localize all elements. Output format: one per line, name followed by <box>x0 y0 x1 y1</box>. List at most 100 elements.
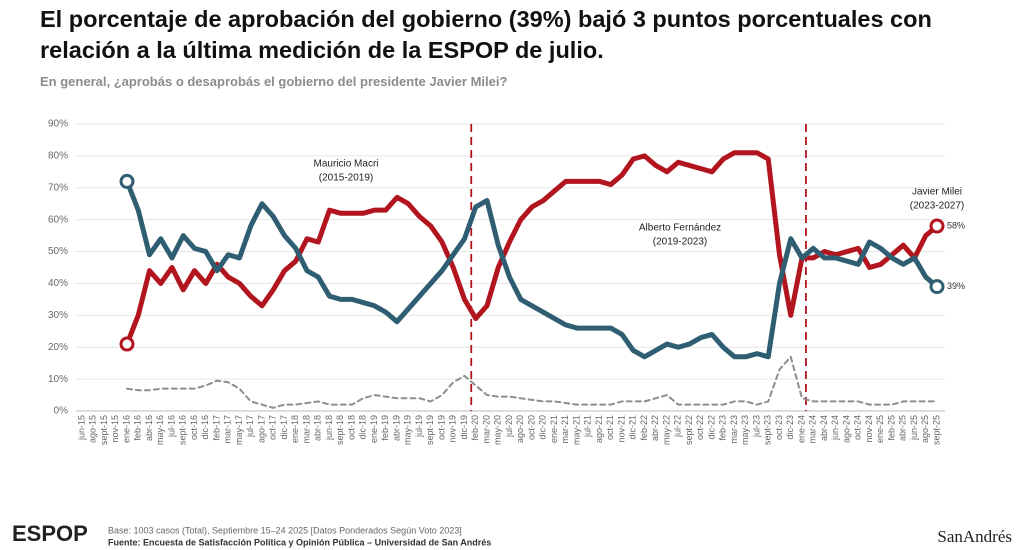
x-tick-label: sept-23 <box>763 415 773 445</box>
data-line <box>124 178 940 360</box>
annotation: Alberto Fernández <box>639 223 721 234</box>
x-tick-label: ene-25 <box>875 415 885 443</box>
x-tick-label: nov-24 <box>864 415 874 443</box>
value-label: 58% <box>947 220 965 230</box>
x-tick-label: ago-25 <box>920 415 930 443</box>
x-tick-label: dic-22 <box>706 415 716 440</box>
x-tick-label: feb-20 <box>470 415 480 441</box>
endpoint-marker <box>119 336 135 352</box>
x-tick-label: nov-21 <box>616 415 626 443</box>
endpoint-marker <box>119 173 135 189</box>
x-tick-label: abr-22 <box>650 415 660 441</box>
x-tick-label: oct-19 <box>436 415 446 440</box>
data-line <box>126 355 938 409</box>
x-tick-label: jun-25 <box>909 415 919 441</box>
x-tick-label: mar-18 <box>301 415 311 444</box>
x-tick-label: feb-25 <box>886 415 896 441</box>
x-tick-label: oct-22 <box>695 415 705 440</box>
x-tick-label: ene-18 <box>290 415 300 443</box>
x-tick-label: jul-20 <box>504 415 514 438</box>
x-tick-label: jul-21 <box>583 415 593 438</box>
x-tick-label: sept-15 <box>99 415 109 445</box>
x-tick-label: dic-19 <box>459 415 469 440</box>
y-tick-label: 20% <box>48 342 68 353</box>
x-tick-label: oct-21 <box>605 415 615 440</box>
x-tick-label: dic-17 <box>279 415 289 440</box>
x-tick-label: jul-19 <box>414 415 424 438</box>
x-tick-label: feb-16 <box>133 415 143 441</box>
x-tick-label: jul-22 <box>673 415 683 438</box>
x-tick-label: feb-19 <box>380 415 390 441</box>
y-tick-label: 0% <box>54 406 69 417</box>
x-tick-label: jul-17 <box>245 415 255 438</box>
chart-title: El porcentaje de aprobación del gobierno… <box>40 6 932 63</box>
x-tick-label: ago-21 <box>594 415 604 443</box>
x-tick-label: mar-20 <box>481 415 491 444</box>
y-tick-label: 80% <box>48 151 68 162</box>
x-tick-label: nov-19 <box>448 415 458 443</box>
x-tick-label: ene-19 <box>369 415 379 443</box>
x-tick-label: abr-24 <box>819 415 829 441</box>
x-tick-label: feb-22 <box>639 415 649 441</box>
x-tick-label: dic-21 <box>628 415 638 440</box>
footnote: Base: 1003 casos (Total), Septiembre 15–… <box>108 525 462 535</box>
x-tick-label: sept-22 <box>684 415 694 445</box>
x-tick-label: abr-18 <box>313 415 323 441</box>
annotation: (2019-2023) <box>653 237 707 248</box>
x-tick-label: ago-15 <box>88 415 98 443</box>
x-tick-label: may-21 <box>571 415 581 445</box>
x-tick-label: may-23 <box>740 415 750 445</box>
x-tick-label: abr-16 <box>144 415 154 441</box>
x-tick-label: may-22 <box>661 415 671 445</box>
x-tick-label: sept-25 <box>931 415 941 445</box>
x-tick-label: jun-15 <box>76 415 86 441</box>
x-tick-label: may-16 <box>155 415 165 445</box>
x-tick-label: nov-15 <box>110 415 120 443</box>
y-tick-label: 60% <box>48 214 68 225</box>
x-tick-label: oct-23 <box>774 415 784 440</box>
chart-subtitle: En general, ¿aprobás o desaprobás el gob… <box>40 74 508 89</box>
x-tick-label: may-19 <box>403 415 413 445</box>
x-tick-label: dic-20 <box>538 415 548 440</box>
x-tick-label: ago-24 <box>841 415 851 443</box>
x-tick-label: sept-16 <box>178 415 188 445</box>
y-tick-label: 10% <box>48 374 68 385</box>
annotation: Javier Milei <box>912 187 962 198</box>
university-logo: SanAndrés <box>937 527 1012 546</box>
x-tick-label: ago-20 <box>515 415 525 443</box>
x-tick-label: mar-24 <box>808 415 818 444</box>
source: Fuente: Encuesta de Satisfacción Polític… <box>108 537 491 547</box>
x-tick-label: ene-24 <box>796 415 806 443</box>
x-tick-label: dic-23 <box>785 415 795 440</box>
endpoint-marker <box>929 279 945 295</box>
x-tick-label: oct-17 <box>268 415 278 440</box>
x-tick-label: jul-16 <box>166 415 176 438</box>
x-tick-label: abr-25 <box>898 415 908 441</box>
y-tick-label: 40% <box>48 278 68 289</box>
x-tick-label: ago-17 <box>256 415 266 443</box>
y-tick-label: 90% <box>48 119 68 130</box>
x-tick-label: may-17 <box>234 415 244 445</box>
x-tick-label: jul-23 <box>751 415 761 438</box>
x-tick-label: jun-18 <box>324 415 334 441</box>
x-tick-label: jun-24 <box>830 415 840 441</box>
x-tick-label: dic-18 <box>358 415 368 440</box>
x-tick-label: dic-16 <box>200 415 210 440</box>
x-tick-label: feb-17 <box>211 415 221 441</box>
y-tick-label: 70% <box>48 182 68 193</box>
x-tick-label: may-20 <box>493 415 503 445</box>
annotation: (2015-2019) <box>319 173 373 184</box>
x-tick-label: mar-21 <box>560 415 570 444</box>
x-tick-label: ene-16 <box>121 415 131 443</box>
x-tick-label: oct-20 <box>526 415 536 440</box>
x-tick-label: ene-21 <box>549 415 559 443</box>
y-tick-label: 50% <box>48 246 68 257</box>
x-tick-label: oct-18 <box>346 415 356 440</box>
x-tick-label: feb-23 <box>718 415 728 441</box>
value-label: 39% <box>947 281 965 291</box>
annotation: (2023-2027) <box>910 201 964 212</box>
endpoint-marker <box>929 218 945 234</box>
x-tick-label: mar-17 <box>223 415 233 444</box>
